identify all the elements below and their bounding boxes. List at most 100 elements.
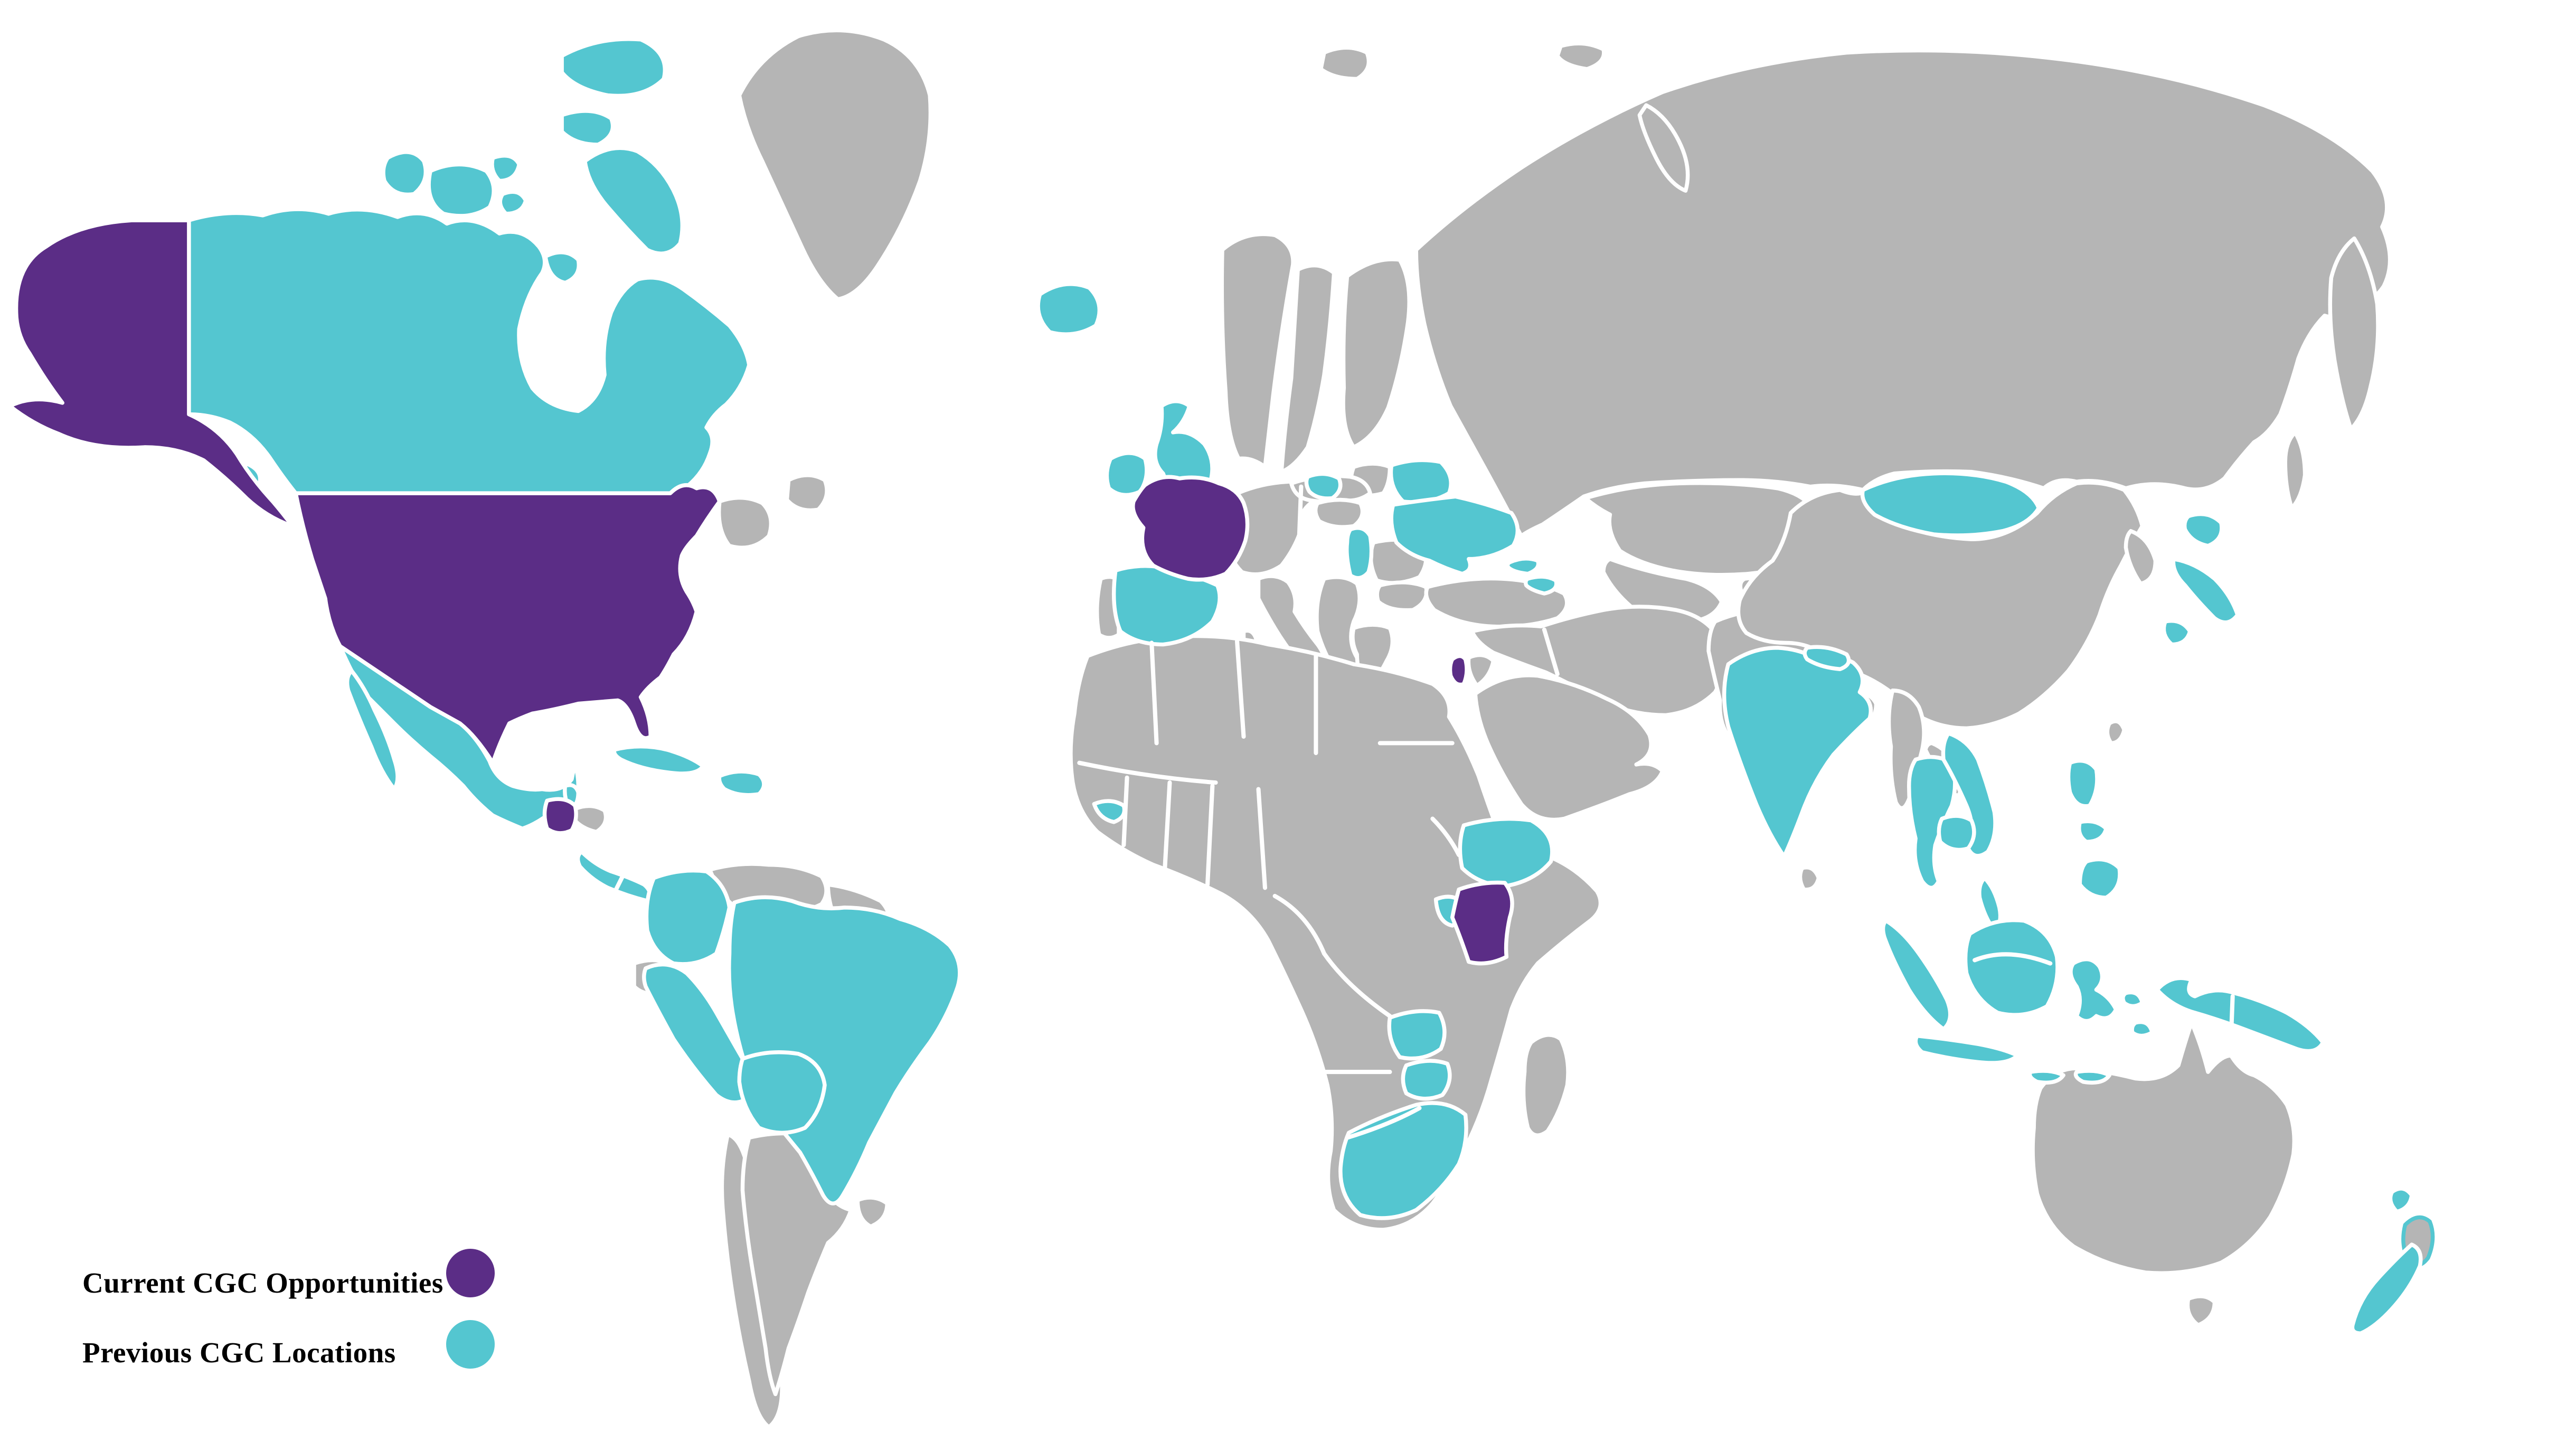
country-norway: [1220, 232, 1295, 469]
region-kamchatka: [2328, 236, 2380, 431]
island-taiwan: [2105, 719, 2127, 746]
country-cambodia: [1937, 814, 1976, 852]
border-algeria-libya: [1234, 639, 1246, 739]
island-sumatra: [1881, 918, 1952, 1031]
legend-current-label: Current CGC Opportunities: [82, 1267, 444, 1299]
country-mexico: [338, 644, 581, 831]
island-victoria: [427, 162, 496, 218]
island-borneo: [1963, 918, 2060, 1017]
islands-lesser-sunda-2: [2073, 1069, 2112, 1085]
country-serbia: [1345, 526, 1374, 580]
country-uruguay: [855, 1195, 890, 1229]
country-india: [1722, 646, 1873, 859]
island-novaya-zemlya: [1637, 103, 1690, 193]
japan-kyushu: [2162, 619, 2192, 647]
japan-hokkaido: [2182, 512, 2224, 548]
country-australia: [2031, 1020, 2297, 1275]
country-nepal: [1803, 645, 1851, 671]
japan-honshu: [2171, 557, 2240, 625]
region-arabian-peninsula: [1473, 673, 1665, 822]
island-king-william: [498, 190, 528, 216]
country-ethiopia: [1458, 816, 1554, 889]
country-cuba: [612, 744, 705, 776]
island-baffin: [582, 146, 685, 256]
island-sri-lanka: [1798, 865, 1821, 892]
region-alaska: [7, 218, 295, 529]
islands-lesser-sunda-1: [2027, 1069, 2065, 1085]
country-russia: [1414, 48, 2392, 538]
border-west-africa-1: [1121, 775, 1129, 847]
country-vietnam: [1941, 731, 1997, 858]
country-united-states: [294, 483, 722, 765]
island-sakhalin: [2283, 430, 2307, 510]
border-nigeria-cameroon: [1256, 787, 1267, 890]
region-maritimes: [716, 495, 773, 550]
nz-south-island: [2350, 1242, 2423, 1335]
country-guatemala: [542, 797, 578, 835]
country-sweden: [1279, 263, 1336, 474]
country-ukraine: [1389, 494, 1520, 576]
border-iraq-iran: [1542, 627, 1560, 676]
border-car-drc: [1272, 893, 1327, 956]
country-greenland: [737, 28, 933, 302]
country-gambia: [1092, 799, 1127, 824]
islands-maluku-1: [2121, 990, 2145, 1009]
legend-current-swatch: [446, 1249, 495, 1297]
country-iceland: [1036, 282, 1102, 336]
island-ellesmere: [560, 37, 667, 98]
border-germany-poland: [1296, 484, 1304, 574]
island-hispaniola: [717, 769, 766, 797]
island-madagascar: [1521, 1033, 1570, 1137]
island-tasmania: [2185, 1294, 2217, 1327]
country-bolivia: [737, 1050, 827, 1135]
region-costa-rica-panama: [575, 850, 652, 903]
border-borneo: [1973, 952, 2053, 966]
country-mongolia: [1860, 471, 2041, 538]
island-sulawesi: [2069, 957, 2118, 1023]
country-zimbabwe: [1401, 1059, 1452, 1101]
country-georgia: [1505, 557, 1541, 576]
country-finland: [1341, 257, 1411, 449]
island-franz-josef: [1555, 41, 1606, 71]
border-costa-rica-panama: [614, 871, 627, 892]
country-zambia: [1387, 1009, 1447, 1061]
border-morocco-algeria: [1149, 640, 1159, 746]
legend-previous-swatch: [446, 1320, 495, 1369]
region-korea: [2124, 529, 2158, 586]
border-drc-zambia: [1322, 951, 1392, 1019]
country-china: [1736, 481, 2145, 731]
border-sudan-ethiopia: [1430, 816, 1461, 858]
island-devon: [560, 109, 615, 147]
country-slovakia: [1304, 472, 1343, 501]
island-southampton: [543, 250, 581, 285]
country-newfoundland: [785, 473, 829, 513]
region-baja-california: [345, 668, 400, 792]
island-luzon: [2066, 758, 2099, 808]
country-kenya: [1450, 880, 1514, 966]
country-colombia: [644, 868, 732, 966]
border-sahara: [1077, 760, 1218, 785]
island-java: [1913, 1033, 2020, 1065]
country-france: [1131, 475, 1250, 582]
continent-africa: [1069, 634, 1603, 1232]
country-hungary: [1313, 497, 1365, 529]
island-mindanao: [2078, 857, 2122, 900]
island-svalbard: [1318, 45, 1371, 81]
islands-visayas: [2077, 819, 2108, 844]
border-west-africa-3: [1205, 784, 1215, 887]
island-banks: [381, 150, 428, 197]
country-azerbaijan: [1523, 574, 1559, 596]
region-jordan-lebanon: [1466, 653, 1496, 688]
island-new-guinea: [2155, 976, 2325, 1053]
legend-previous-label: Previous CGC Locations: [82, 1336, 396, 1369]
country-israel: [1448, 654, 1469, 687]
border-botswana-sa: [1345, 1106, 1422, 1140]
country-bulgaria: [1375, 580, 1429, 613]
islands-maluku-2: [2130, 1020, 2154, 1038]
island-prince-of-wales: [490, 154, 522, 183]
country-south-africa: [1338, 1101, 1468, 1220]
border-new-guinea: [2229, 994, 2235, 1041]
country-belarus: [1389, 458, 1453, 504]
